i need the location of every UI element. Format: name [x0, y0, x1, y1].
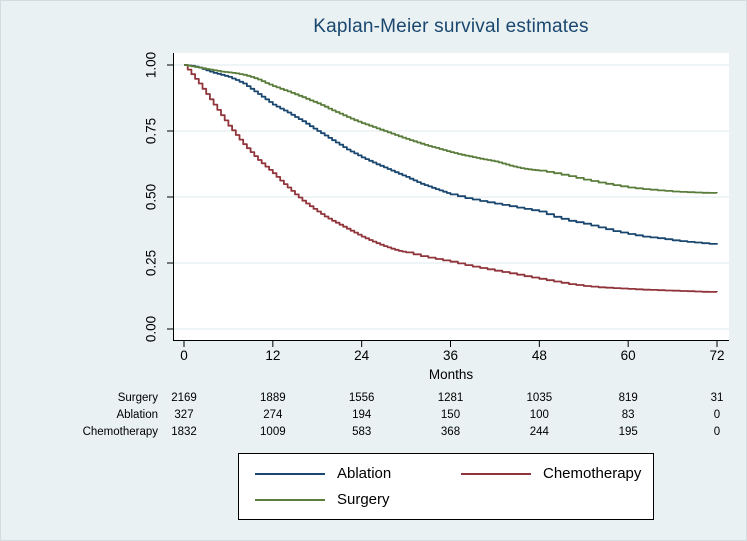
x-tick-label: 24: [354, 348, 370, 363]
legend-entry-chemotherapy: Chemotherapy: [461, 465, 653, 482]
legend: Ablation Chemotherapy Surgery: [238, 453, 654, 520]
series-curve-chemotherapy: [184, 64, 718, 293]
risk-count: 819: [618, 392, 638, 404]
risk-count: 2169: [171, 392, 197, 404]
risk-count: 83: [621, 409, 635, 421]
risk-count: 0: [713, 409, 721, 421]
y-tick-label: 0.50: [143, 183, 159, 211]
risk-row-label-surgery: Surgery: [117, 392, 158, 404]
km-plot-area: [167, 53, 729, 347]
risk-count: 1035: [526, 392, 553, 404]
risk-count: 583: [352, 426, 372, 438]
risk-count: 1889: [260, 392, 286, 404]
risk-count: 1832: [171, 426, 197, 438]
legend-label: Ablation: [337, 465, 392, 482]
risk-count: 1556: [348, 392, 375, 404]
risk-count: 0: [713, 426, 721, 438]
x-axis-label: Months: [428, 367, 474, 382]
series-curve-ablation: [184, 64, 718, 245]
risk-row-label-ablation: Ablation: [116, 409, 158, 421]
x-tick-label: 0: [180, 348, 188, 363]
legend-entry-ablation: Ablation: [255, 465, 461, 482]
risk-count: 244: [529, 426, 549, 438]
y-tick-label: 0.00: [143, 315, 159, 343]
x-tick-label: 60: [620, 348, 636, 363]
risk-count: 31: [710, 392, 724, 404]
legend-line-icon: [255, 498, 325, 501]
legend-entry-surgery: Surgery: [255, 491, 461, 508]
risk-count: 1281: [437, 392, 464, 404]
risk-count: 274: [263, 409, 283, 421]
y-tick-label: 0.25: [143, 249, 159, 277]
y-tick-label: 1.00: [143, 51, 159, 79]
legend-label: Surgery: [337, 491, 390, 508]
x-tick-label: 12: [265, 348, 281, 363]
y-tick-label: 0.75: [143, 117, 159, 145]
risk-count: 368: [440, 426, 461, 438]
risk-count: 195: [618, 426, 638, 438]
risk-row-label-chemotherapy: Chemotherapy: [82, 426, 158, 438]
risk-count: 194: [352, 409, 372, 421]
risk-count: 100: [529, 409, 549, 421]
legend-label: Chemotherapy: [543, 465, 642, 482]
chart-title: Kaplan-Meier survival estimates: [313, 16, 589, 37]
series-curve-surgery: [184, 64, 718, 194]
legend-line-icon: [461, 472, 531, 475]
risk-count: 1009: [260, 426, 286, 438]
legend-line-icon: [255, 472, 325, 475]
risk-count: 327: [174, 409, 194, 421]
x-tick-label: 48: [531, 348, 547, 363]
risk-count: 150: [440, 409, 461, 421]
x-tick-label: 36: [442, 348, 459, 363]
x-tick-label: 72: [709, 348, 725, 363]
